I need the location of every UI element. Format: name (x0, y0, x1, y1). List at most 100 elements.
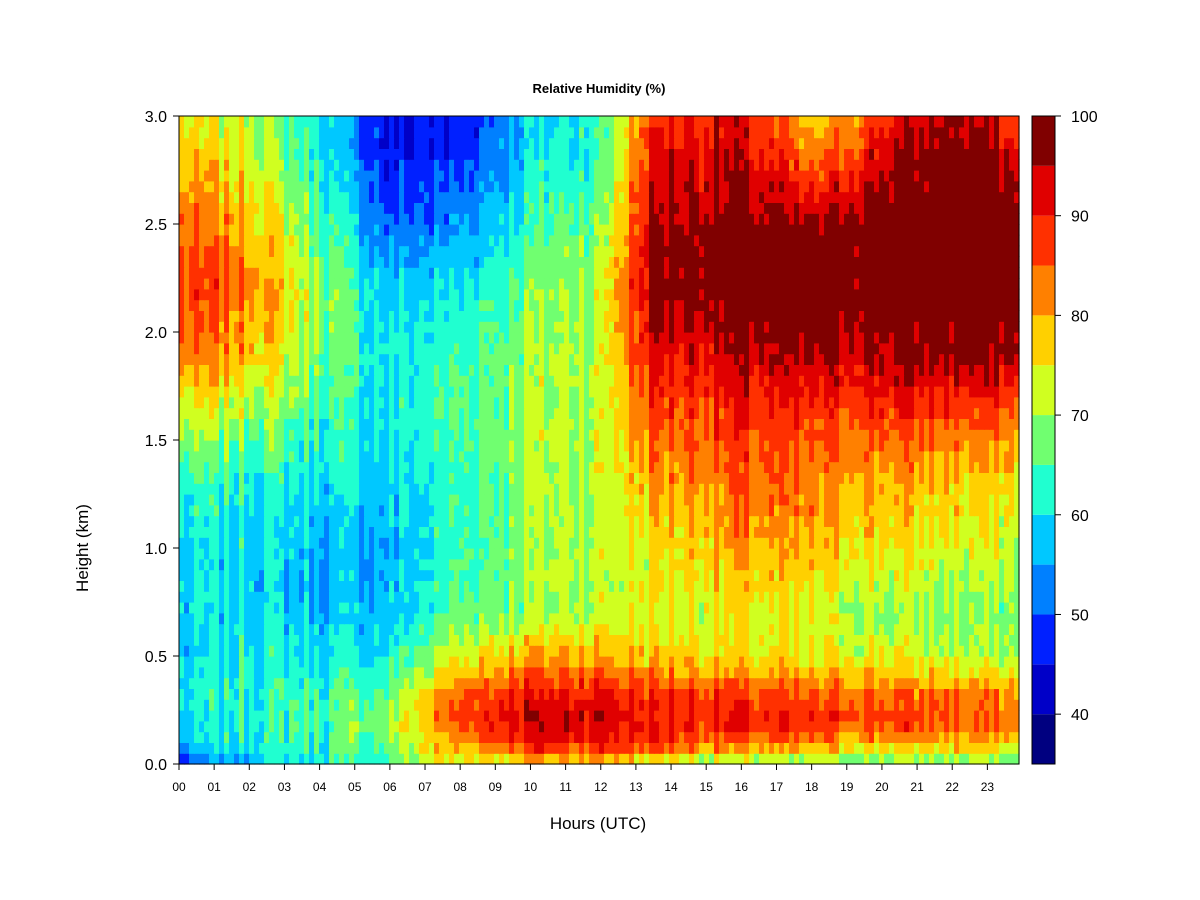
heatmap-cell (669, 677, 675, 689)
heatmap-cell (454, 602, 460, 614)
heatmap-cell (184, 440, 190, 452)
heatmap-cell (504, 580, 510, 592)
heatmap-cell (314, 548, 320, 560)
heatmap-cell (824, 537, 830, 549)
heatmap-cell (944, 494, 950, 506)
heatmap-cell (299, 526, 305, 538)
heatmap-cell (609, 591, 615, 603)
heatmap-cell (904, 602, 910, 614)
heatmap-cell (819, 602, 825, 614)
heatmap-cell (794, 602, 800, 614)
heatmap-cell (904, 580, 910, 592)
heatmap-cell (914, 645, 920, 657)
heatmap-cell (494, 623, 500, 635)
heatmap-cell (1009, 634, 1015, 646)
heatmap-cell (189, 515, 195, 527)
heatmap-cell (799, 472, 805, 484)
heatmap-cell (554, 450, 560, 463)
heatmap-cell (299, 623, 305, 635)
heatmap-cell (759, 634, 765, 646)
heatmap-cell (614, 504, 620, 517)
heatmap-cell (849, 699, 855, 711)
heatmap-cell (404, 656, 410, 668)
heatmap-cell (449, 666, 455, 679)
heatmap-cell (224, 677, 230, 689)
heatmap-cell (819, 666, 825, 679)
heatmap-cell (459, 580, 465, 592)
heatmap-cell (994, 656, 1000, 668)
heatmap-cell (999, 526, 1005, 538)
heatmap-cell (589, 677, 595, 689)
heatmap-cell (469, 623, 475, 635)
heatmap-cell (254, 656, 260, 668)
heatmap-cell (439, 623, 445, 635)
heatmap-cell (819, 720, 825, 733)
heatmap-cell (969, 450, 975, 463)
heatmap-cell (934, 710, 940, 722)
heatmap-cell (419, 666, 425, 679)
heatmap-cell (319, 677, 325, 689)
heatmap-cell (959, 645, 965, 657)
heatmap-cell (854, 656, 860, 668)
heatmap-cell (859, 558, 865, 571)
heatmap-cell (949, 645, 955, 657)
heatmap-cell (464, 569, 470, 581)
heatmap-cell (869, 623, 875, 635)
heatmap-cell (389, 472, 395, 484)
heatmap-cell (209, 440, 215, 452)
heatmap-cell (734, 569, 740, 581)
heatmap-cell (249, 666, 255, 679)
heatmap-cell (419, 742, 425, 754)
heatmap-cell (489, 569, 495, 581)
heatmap-cell (914, 591, 920, 603)
heatmap-cell (389, 515, 395, 527)
heatmap-cell (604, 677, 610, 689)
heatmap-cell (684, 699, 690, 711)
heatmap-cell (529, 494, 535, 506)
heatmap-cell (274, 666, 280, 679)
heatmap-cell (654, 558, 660, 571)
heatmap-cell (834, 483, 840, 495)
heatmap-cell (394, 591, 400, 603)
heatmap-cell (539, 569, 545, 581)
heatmap-cell (344, 720, 350, 733)
heatmap-cell (329, 472, 335, 484)
heatmap-cell (674, 558, 680, 571)
heatmap-cell (439, 602, 445, 614)
heatmap-cell (564, 656, 570, 668)
heatmap-cell (259, 612, 265, 625)
heatmap-cell (569, 612, 575, 625)
heatmap-cell (844, 472, 850, 484)
heatmap-cell (259, 731, 265, 743)
heatmap-cell (284, 461, 290, 473)
heatmap-cell (569, 677, 575, 689)
heatmap-cell (854, 742, 860, 754)
heatmap-cell (409, 666, 415, 679)
heatmap-cell (659, 720, 665, 733)
heatmap-cell (864, 591, 870, 603)
heatmap-cell (284, 742, 290, 754)
heatmap-cell (254, 731, 260, 743)
heatmap-cell (604, 450, 610, 463)
heatmap-cell (774, 710, 780, 722)
heatmap-cell (709, 440, 715, 452)
heatmap-cell (529, 720, 535, 733)
heatmap-cell (269, 602, 275, 614)
heatmap-cell (209, 612, 215, 625)
heatmap-cell (609, 731, 615, 743)
heatmap-cell (639, 548, 645, 560)
heatmap-cell (689, 580, 695, 592)
heatmap-cell (584, 515, 590, 527)
heatmap-cell (739, 440, 745, 452)
heatmap-cell (284, 699, 290, 711)
heatmap-cell (564, 483, 570, 495)
heatmap-cell (354, 450, 360, 463)
heatmap-cell (839, 461, 845, 473)
heatmap-cell (749, 515, 755, 527)
heatmap-cell (244, 548, 250, 560)
heatmap-cell (379, 450, 385, 463)
heatmap-cell (774, 537, 780, 549)
heatmap-cell (479, 558, 485, 571)
heatmap-cell (359, 634, 365, 646)
heatmap-cell (194, 537, 200, 549)
